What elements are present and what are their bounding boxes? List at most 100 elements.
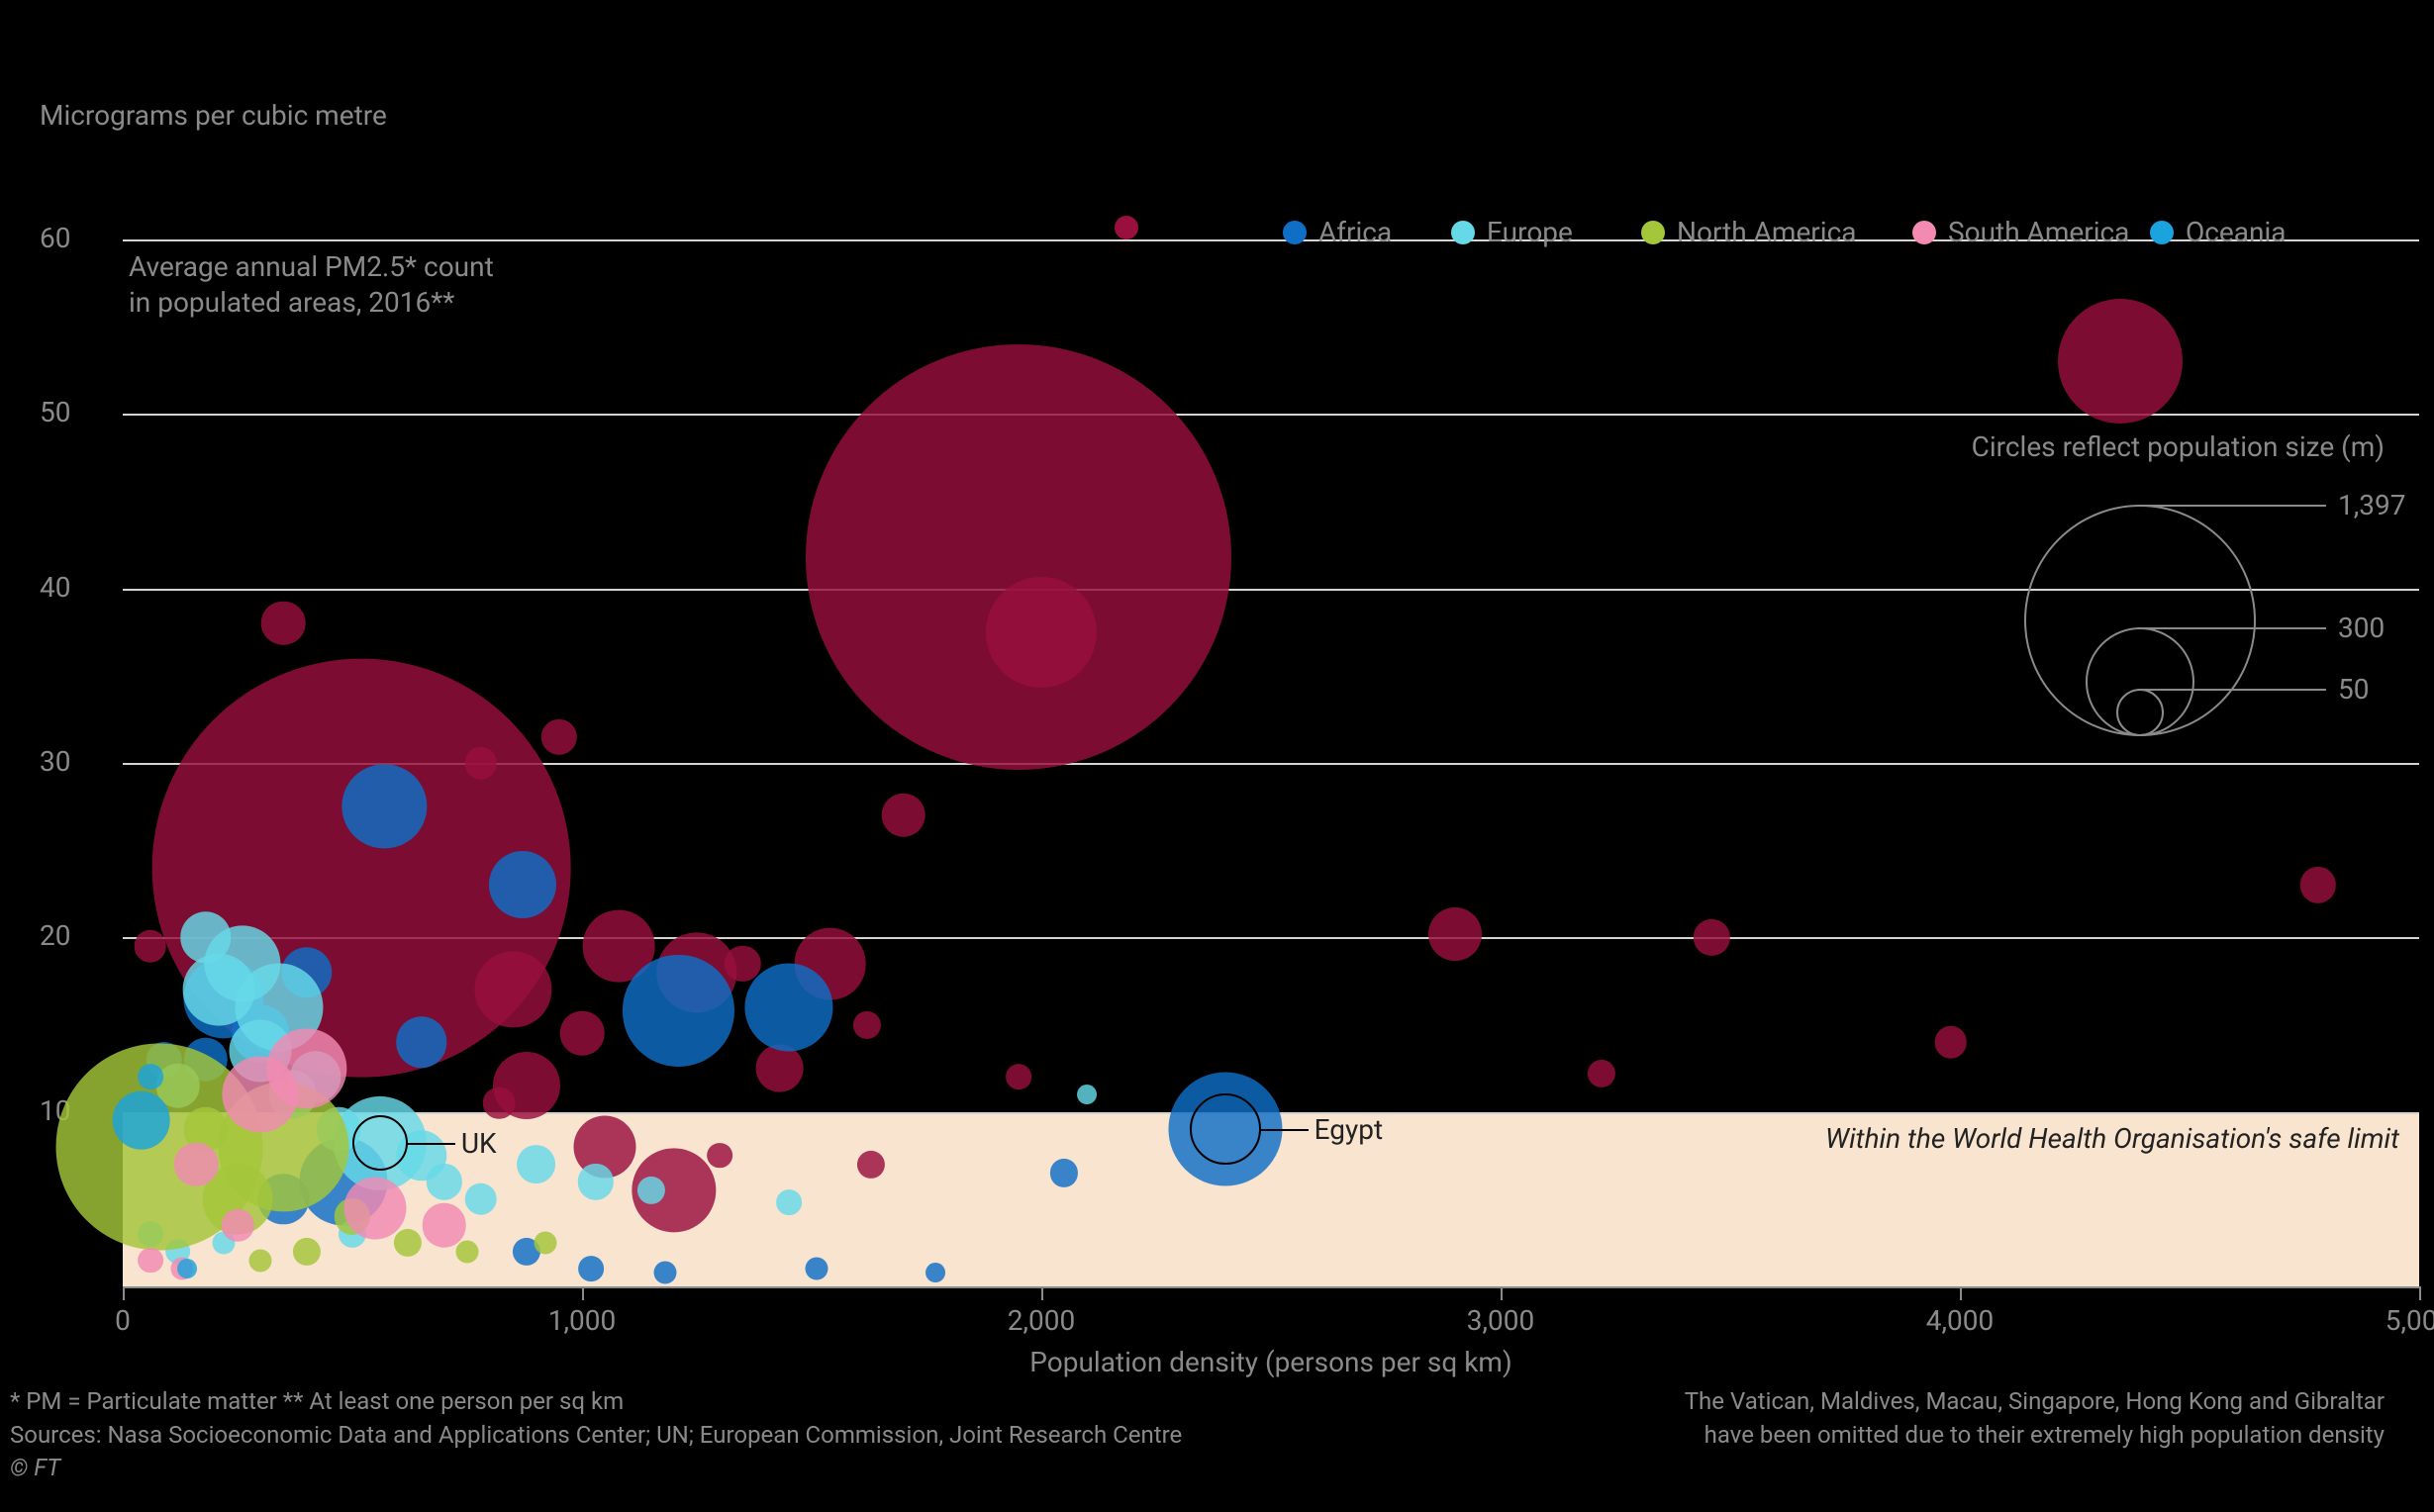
- bubble: [853, 1010, 881, 1038]
- x-tick-label: 3,000: [1467, 1304, 1534, 1337]
- bubble: [534, 1231, 556, 1254]
- x-tick-mark: [1041, 1286, 1043, 1300]
- bubble: [925, 1263, 945, 1282]
- bubble: [423, 1203, 467, 1248]
- bubble: [2058, 299, 2183, 424]
- x-tick-label: 2,000: [1008, 1304, 1075, 1337]
- size-legend-title: Circles reflect population size (m): [1972, 430, 2385, 463]
- bubble: [578, 1257, 604, 1282]
- size-legend-circle: [2116, 689, 2164, 736]
- legend-item: Oceania: [2150, 216, 2287, 248]
- bubble: [1428, 907, 1482, 961]
- footnote-sources: Sources: Nasa Socioeconomic Data and App…: [10, 1421, 1182, 1449]
- chart-container: Micrograms per cubic metre 1020304050600…: [40, 59, 2394, 1453]
- legend-label: North America: [1677, 216, 1857, 248]
- bubble: [517, 1145, 556, 1184]
- x-tick-mark: [123, 1286, 125, 1300]
- bubble: [776, 1190, 802, 1216]
- footnote-left: * PM = Particulate matter ** At least on…: [10, 1385, 1182, 1485]
- legend-swatch: [1451, 221, 1475, 244]
- annotation-label: UK: [461, 1127, 497, 1160]
- bubble: [174, 1142, 219, 1186]
- footnote-omitted-1: The Vatican, Maldives, Macau, Singapore,…: [1685, 1387, 2385, 1415]
- legend-swatch: [1641, 221, 1665, 244]
- bubble: [138, 1065, 163, 1090]
- legend-swatch: [1115, 216, 1138, 239]
- bubble: [177, 1259, 197, 1278]
- legend-item: Africa: [1283, 216, 1392, 248]
- bubble: [483, 1087, 516, 1120]
- safe-limit-label: Within the World Health Organisation's s…: [1825, 1122, 2399, 1155]
- bubble: [135, 930, 167, 963]
- annotation-ring: [352, 1115, 408, 1171]
- y-tick-label: 50: [40, 396, 70, 428]
- annotation-leader: [406, 1143, 455, 1145]
- annotation-label: Egypt: [1314, 1113, 1384, 1146]
- y-tick-label: 20: [40, 919, 70, 952]
- bubble: [882, 794, 926, 838]
- legend-item: [1115, 216, 1150, 239]
- bubble: [707, 1143, 732, 1169]
- size-legend-leader: [2138, 505, 2326, 507]
- bubble: [560, 1011, 605, 1056]
- bubble: [465, 1183, 498, 1216]
- x-tick-label: 4,000: [1926, 1304, 1994, 1337]
- footnote-pm: * PM = Particulate matter ** At least on…: [10, 1387, 624, 1415]
- bubble: [1588, 1060, 1615, 1087]
- bubble: [249, 1249, 272, 1272]
- bubble: [138, 1248, 163, 1274]
- size-legend-leader: [2138, 627, 2326, 629]
- bubble: [112, 1091, 170, 1150]
- legend-swatch: [2150, 221, 2174, 244]
- bubble: [465, 747, 498, 780]
- bubble: [541, 718, 577, 754]
- bubble: [806, 344, 1231, 770]
- chart-subtitle: Average annual PM2.5* countin populated …: [129, 249, 494, 322]
- bubble: [725, 946, 760, 982]
- bubble: [755, 1044, 804, 1092]
- bubble: [489, 851, 556, 918]
- x-tick-label: 1,000: [548, 1304, 616, 1337]
- legend-swatch: [1283, 221, 1307, 244]
- footnote-copyright: © FT: [10, 1454, 60, 1481]
- x-tick-mark: [1960, 1286, 1962, 1300]
- size-legend-value: 300: [2338, 612, 2385, 644]
- x-axis-line: [123, 1286, 2419, 1288]
- bubble: [475, 952, 551, 1028]
- legend-label: Africa: [1318, 216, 1392, 248]
- bubble: [223, 1056, 299, 1132]
- bubble: [1934, 1026, 1967, 1059]
- legend-label: Europe: [1487, 216, 1573, 248]
- y-tick-label: 30: [40, 745, 70, 778]
- legend-swatch: [1912, 221, 1936, 244]
- bubble: [261, 602, 306, 646]
- bubble: [342, 764, 427, 848]
- bubble: [344, 1177, 407, 1239]
- legend-item: South America: [1912, 216, 2129, 248]
- y-axis-title: Micrograms per cubic metre: [40, 99, 387, 132]
- size-legend-leader: [2138, 689, 2326, 691]
- x-tick-label: 0: [115, 1304, 131, 1337]
- legend-item: North America: [1641, 216, 1857, 248]
- size-legend-value: 1,397: [2338, 489, 2405, 521]
- bubble: [222, 1209, 254, 1242]
- bubble: [986, 577, 1097, 688]
- bubble: [623, 955, 733, 1066]
- legend-item: Europe: [1451, 216, 1573, 248]
- legend-label: South America: [1948, 216, 2129, 248]
- x-tick-mark: [2419, 1286, 2421, 1300]
- x-tick-mark: [1501, 1286, 1503, 1300]
- annotation-leader: [1259, 1129, 1309, 1131]
- x-tick-label: 5,000: [2385, 1304, 2434, 1337]
- bubble: [805, 1258, 828, 1280]
- bubble: [744, 963, 832, 1051]
- bubble: [2300, 867, 2336, 902]
- y-tick-label: 40: [40, 571, 70, 604]
- x-tick-mark: [582, 1286, 584, 1300]
- gridline: [123, 414, 2419, 416]
- bubble: [456, 1240, 479, 1263]
- x-axis-title: Population density (persons per sq km): [994, 1346, 1548, 1378]
- bubble: [1077, 1085, 1097, 1104]
- plot-area: 10203040506001,0002,0003,0004,0005,000Po…: [123, 239, 2419, 1286]
- bubble: [653, 1261, 676, 1283]
